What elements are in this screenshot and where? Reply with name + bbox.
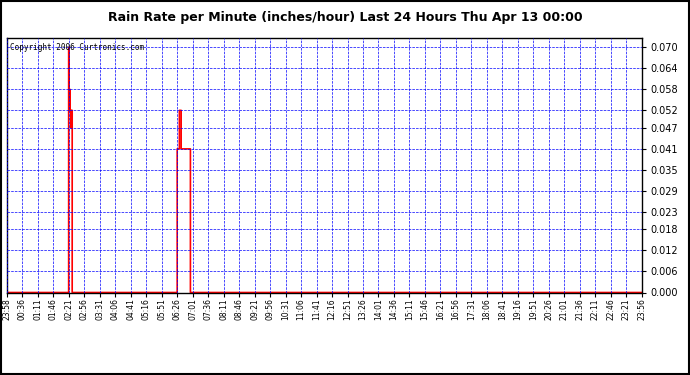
Text: Copyright 2006 Curtronics.com: Copyright 2006 Curtronics.com [10, 43, 144, 52]
Text: Rain Rate per Minute (inches/hour) Last 24 Hours Thu Apr 13 00:00: Rain Rate per Minute (inches/hour) Last … [108, 11, 582, 24]
